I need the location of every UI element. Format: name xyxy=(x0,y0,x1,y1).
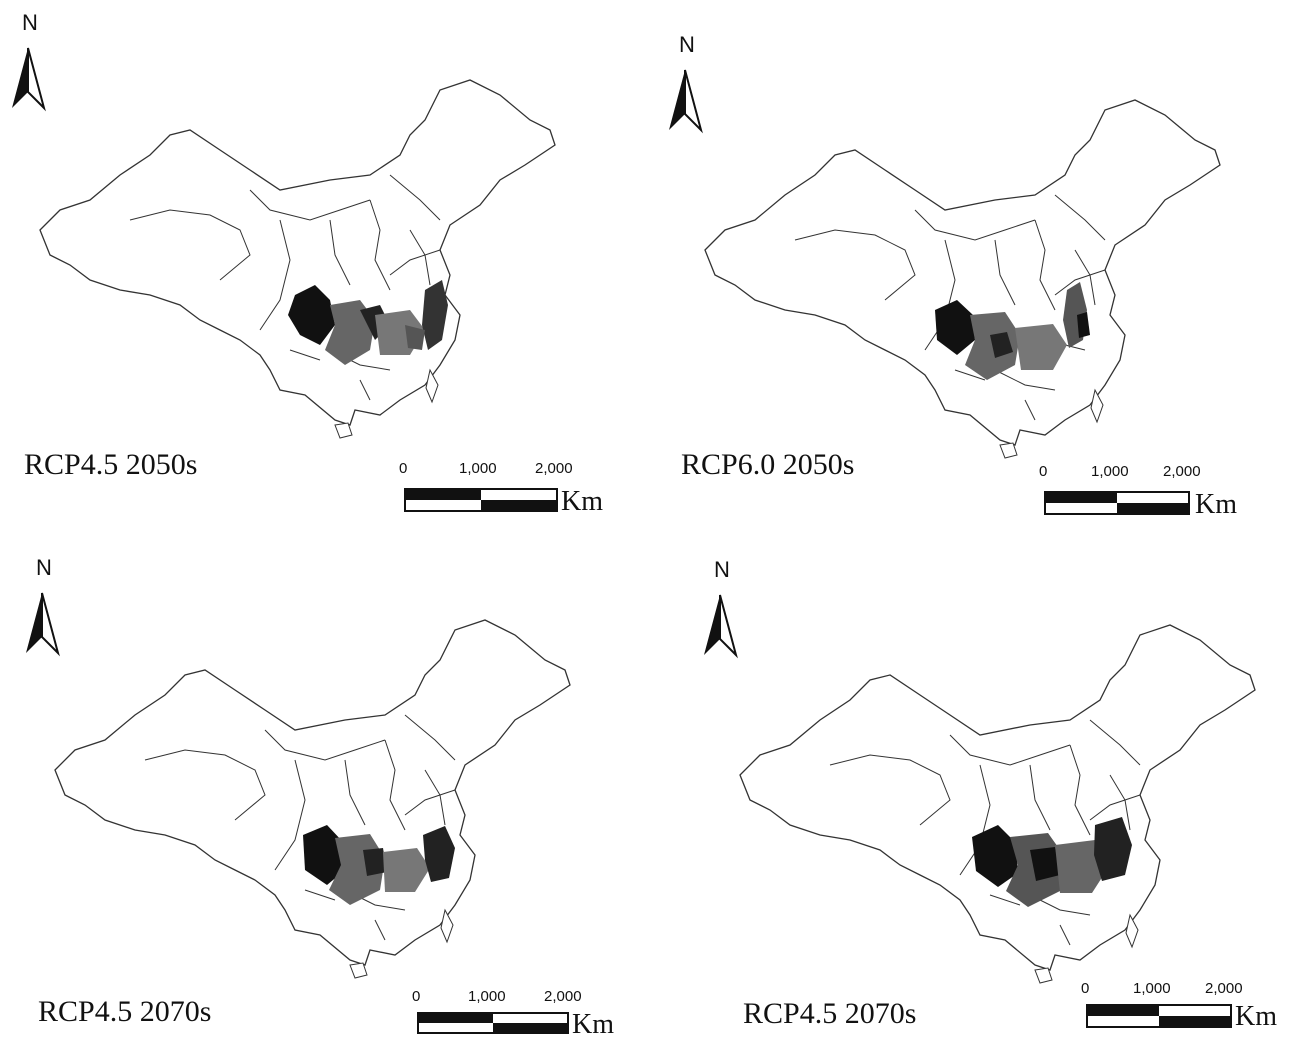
china-map xyxy=(54,619,571,979)
scale-tick-1000: 1,000 xyxy=(1133,980,1171,997)
map-body xyxy=(39,79,556,439)
scale-tick-0: 0 xyxy=(412,988,420,1005)
map-panel-rcp45-2050s: N RCP4.5 2050s 0 1,000 2,000 Km xyxy=(0,0,640,520)
north-arrow-icon: N xyxy=(669,32,703,134)
map-body xyxy=(739,624,1256,984)
scale-unit: Km xyxy=(1235,1001,1277,1032)
scale-tick-2000: 2,000 xyxy=(1163,463,1201,480)
scenario-caption: RCP4.5 2070s xyxy=(38,995,212,1028)
north-label: N xyxy=(679,32,695,57)
scale-bar: 0 1,000 2,000 Km xyxy=(399,460,603,517)
north-label: N xyxy=(714,557,730,582)
map-body xyxy=(54,619,571,979)
suitability-region xyxy=(288,280,448,365)
scale-tick-1000: 1,000 xyxy=(459,460,497,477)
scale-bar: 0 1,000 2,000 Km xyxy=(412,988,614,1037)
china-map xyxy=(739,624,1256,984)
china-map xyxy=(39,79,556,439)
map-body xyxy=(704,99,1221,459)
scenario-caption: RCP4.5 2070s xyxy=(743,997,917,1030)
scale-unit: Km xyxy=(572,1009,614,1037)
scale-tick-0: 0 xyxy=(1081,980,1089,997)
scale-tick-0: 0 xyxy=(1039,463,1047,480)
scale-bar: 0 1,000 2,000 Km xyxy=(1039,463,1237,520)
scale-tick-2000: 2,000 xyxy=(1205,980,1243,997)
scale-tick-2000: 2,000 xyxy=(535,460,573,477)
map-panel-rcp45-2070s-left: N RCP4.5 2070s 0 1,000 2,000 Km xyxy=(0,525,640,1038)
scenario-caption: RCP6.0 2050s xyxy=(681,448,855,481)
scale-unit: Km xyxy=(1195,489,1237,520)
scale-unit: Km xyxy=(561,486,603,517)
suitability-region xyxy=(303,825,455,905)
china-map xyxy=(704,99,1221,459)
suitability-region xyxy=(935,282,1090,380)
map-panel-rcp45-2070s-right: N RCP4.5 2070s 0 1,000 2,000 Km xyxy=(645,525,1293,1038)
suitability-region xyxy=(972,817,1132,907)
north-arrow-icon: N xyxy=(704,557,738,659)
scale-tick-1000: 1,000 xyxy=(468,988,506,1005)
map-panel-rcp60-2050s: N RCP6.0 2050s 0 1,000 2,000 Km xyxy=(645,0,1293,520)
scale-tick-1000: 1,000 xyxy=(1091,463,1129,480)
scale-tick-2000: 2,000 xyxy=(544,988,582,1005)
scale-bar: 0 1,000 2,000 Km xyxy=(1081,980,1277,1032)
scale-tick-0: 0 xyxy=(399,460,407,477)
scenario-caption: RCP4.5 2050s xyxy=(24,448,198,481)
north-label: N xyxy=(36,555,52,580)
north-label: N xyxy=(22,10,38,35)
north-arrow-icon: N xyxy=(12,10,46,112)
north-arrow-icon: N xyxy=(26,555,60,657)
